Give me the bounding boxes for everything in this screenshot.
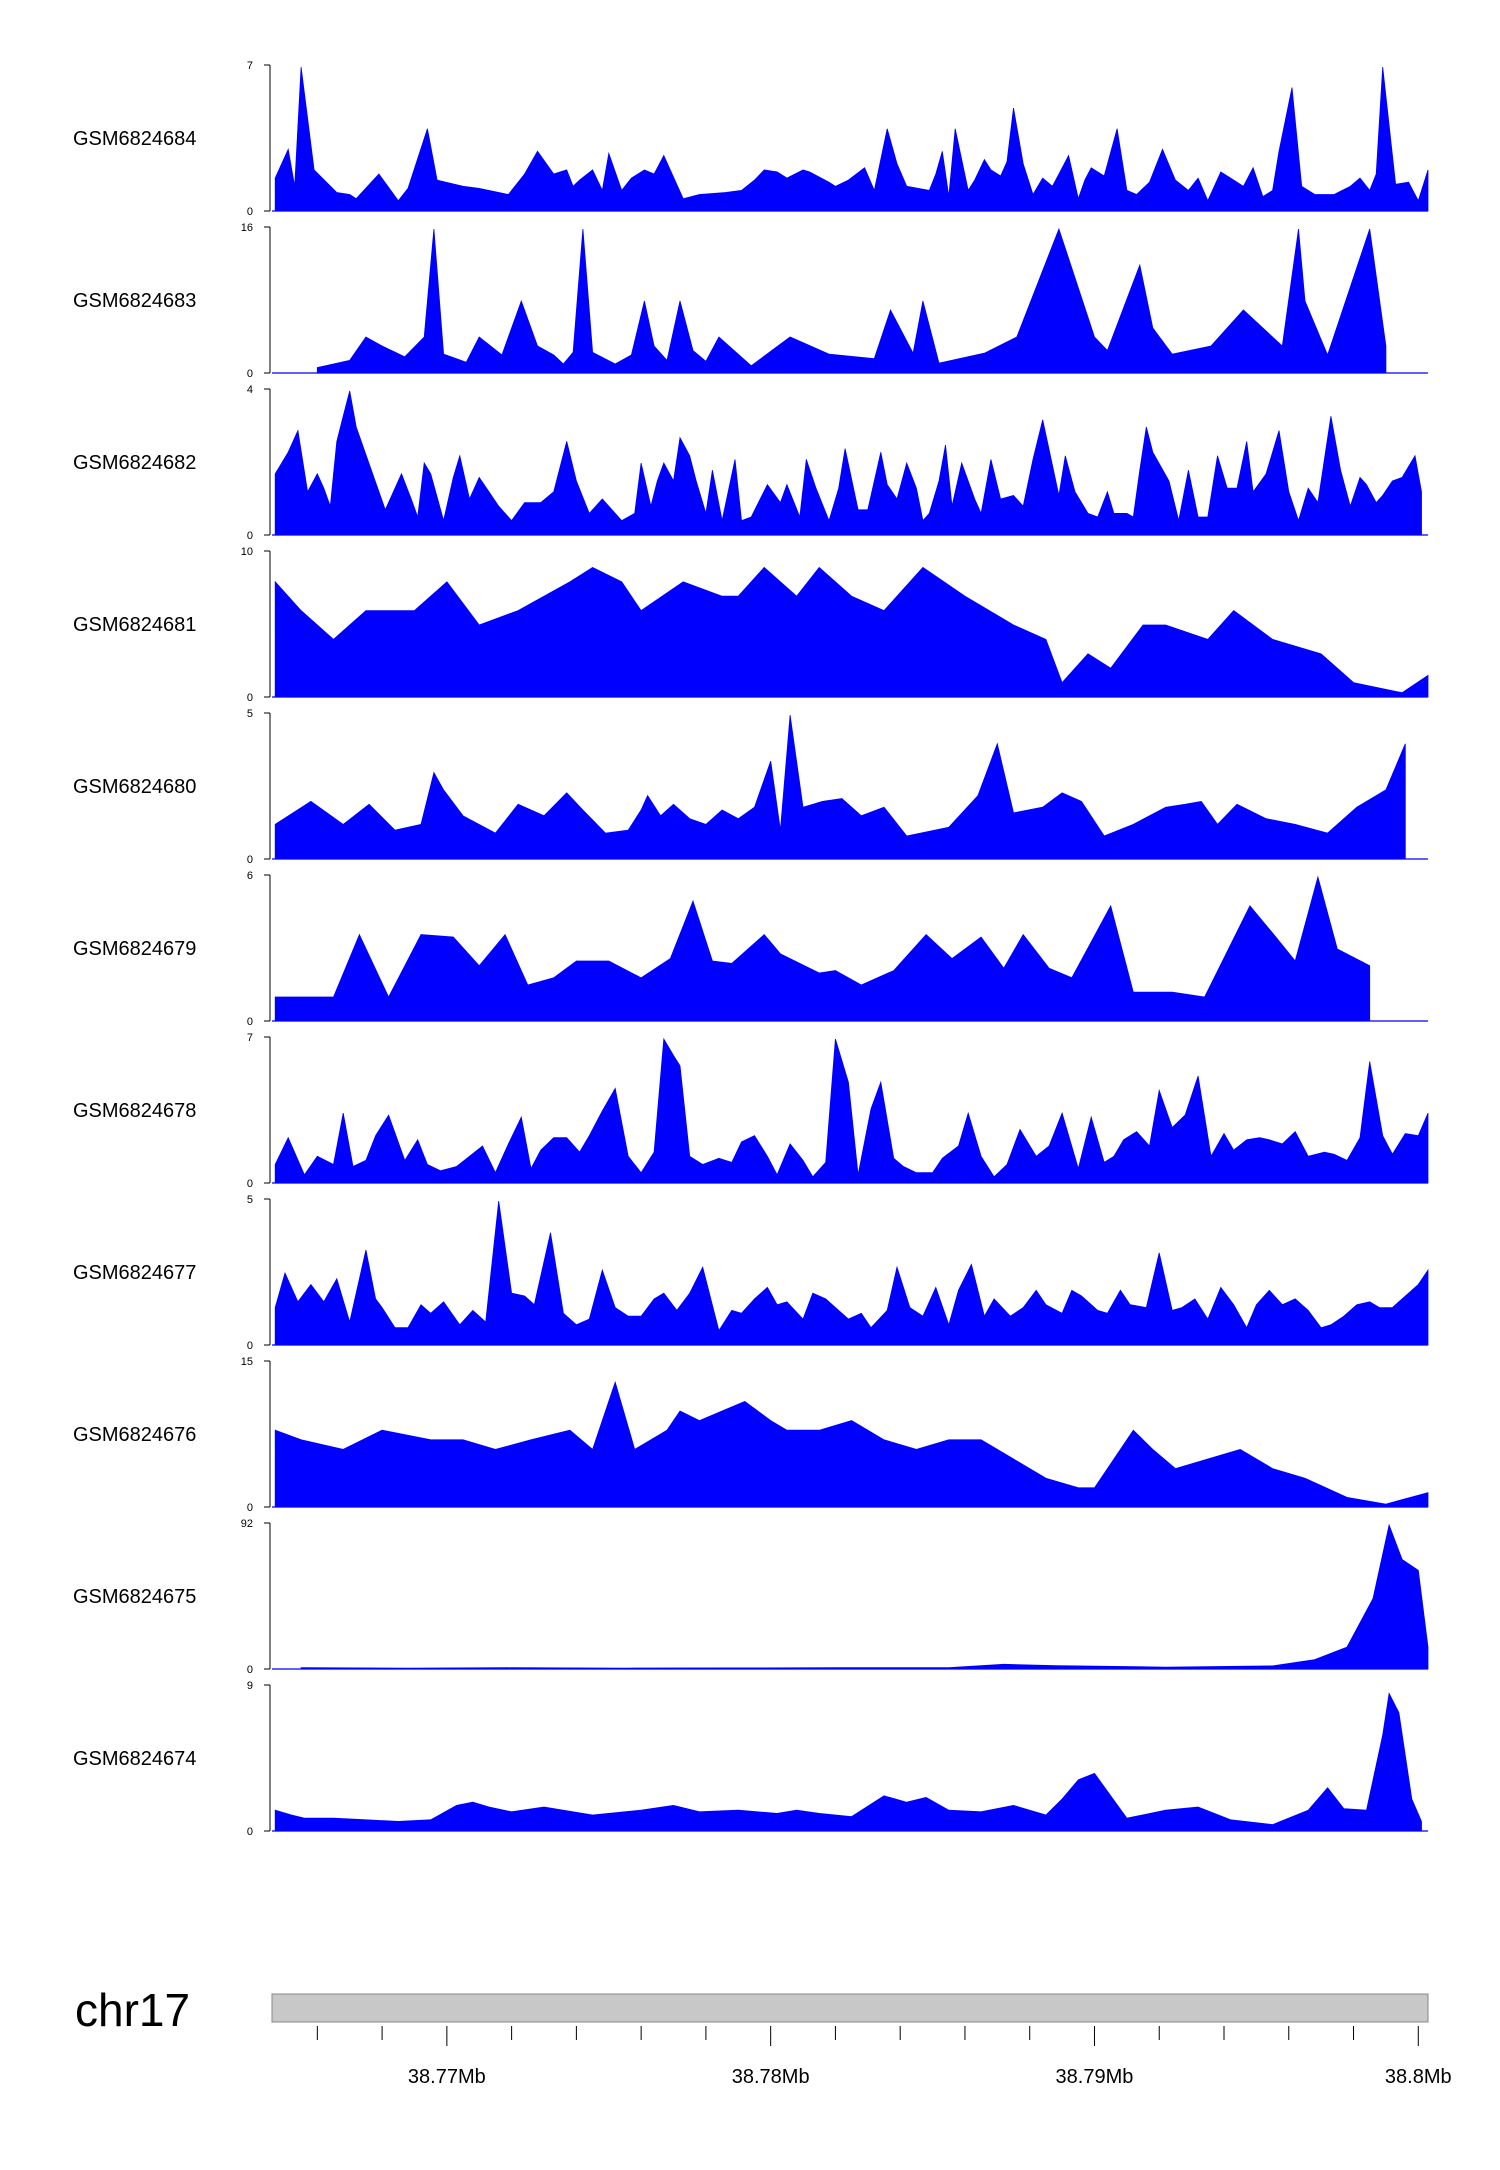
track-signal-area — [274, 66, 1429, 212]
track-label: GSM6824682 — [73, 452, 196, 474]
track-signal-area — [274, 1380, 1429, 1508]
track-scale-min: 0 — [247, 1826, 253, 1838]
x-tick-label: 38.8Mb — [1385, 2066, 1452, 2088]
track-scale-max: 15 — [241, 1356, 253, 1368]
track-label: GSM6824681 — [73, 614, 196, 636]
track-GSM6824674: GSM6824674 9 0 — [73, 1680, 1428, 1838]
track-GSM6824683: GSM6824683 16 0 — [73, 222, 1428, 380]
track-signal-area — [300, 1523, 1429, 1670]
track-label: GSM6824677 — [73, 1262, 196, 1284]
track-scale-max: 7 — [247, 60, 253, 72]
track-scale-max: 5 — [247, 708, 253, 720]
track-signal-area — [274, 1200, 1429, 1346]
track-scale-max: 6 — [247, 870, 253, 882]
track-GSM6824684: GSM6824684 7 0 — [73, 60, 1429, 218]
track-scale-min: 0 — [247, 530, 253, 542]
signal-tracks: GSM682468470GSM6824683160GSM682468240GSM… — [73, 60, 1429, 1838]
track-scale-min: 0 — [247, 206, 253, 218]
x-tick-label: 38.78Mb — [732, 2066, 810, 2088]
track-signal-area — [274, 714, 1406, 860]
chromosome-label: chr17 — [75, 1984, 190, 2036]
track-label: GSM6824680 — [73, 776, 196, 798]
track-signal-area — [274, 875, 1371, 1022]
track-scale-max: 4 — [247, 384, 253, 396]
x-axis: 38.77Mb 38.78Mb 38.79Mb 38.8Mb — [316, 2026, 1452, 2088]
track-signal-area — [316, 227, 1387, 374]
track-scale-max: 7 — [247, 1032, 253, 1044]
track-scale-max: 16 — [241, 222, 253, 234]
track-scale-min: 0 — [247, 854, 253, 866]
track-GSM6824676: GSM6824676 15 0 — [73, 1356, 1429, 1514]
track-scale-min: 0 — [247, 1016, 253, 1028]
track-scale-min: 0 — [247, 1664, 253, 1676]
track-scale-max: 92 — [241, 1518, 253, 1530]
track-GSM6824680: GSM6824680 5 0 — [73, 708, 1428, 866]
track-label: GSM6824679 — [73, 938, 196, 960]
track-label: GSM6824676 — [73, 1424, 196, 1446]
track-scale-max: 5 — [247, 1194, 253, 1206]
track-signal-area — [274, 566, 1429, 698]
track-GSM6824677: GSM6824677 5 0 — [73, 1194, 1429, 1352]
track-scale-min: 0 — [247, 1502, 253, 1514]
track-label: GSM6824675 — [73, 1586, 196, 1608]
track-scale-max: 9 — [247, 1680, 253, 1692]
x-tick-label: 38.79Mb — [1056, 2066, 1134, 2088]
chromosome-ideogram-bar — [271, 1993, 1429, 2023]
track-scale-max: 10 — [241, 546, 253, 558]
track-scale-min: 0 — [247, 368, 253, 380]
x-tick-label: 38.77Mb — [408, 2066, 486, 2088]
track-GSM6824675: GSM6824675 92 0 — [73, 1518, 1429, 1676]
track-GSM6824682: GSM6824682 4 0 — [73, 384, 1428, 542]
track-scale-min: 0 — [247, 1340, 253, 1352]
track-signal-area — [274, 1692, 1422, 1832]
ideogram-panel: chr17 38.77Mb 38.78Mb 38.79Mb 38.8Mb — [75, 1984, 1452, 2088]
track-label: GSM6824678 — [73, 1100, 196, 1122]
track-GSM6824678: GSM6824678 7 0 — [73, 1032, 1429, 1190]
track-signal-area — [274, 1037, 1429, 1184]
track-label: GSM6824674 — [73, 1748, 196, 1770]
track-signal-area — [274, 390, 1422, 536]
track-label: GSM6824684 — [73, 128, 196, 150]
track-scale-min: 0 — [247, 692, 253, 704]
track-label: GSM6824683 — [73, 290, 196, 312]
track-GSM6824679: GSM6824679 6 0 — [73, 870, 1428, 1028]
track-scale-min: 0 — [247, 1178, 253, 1190]
track-GSM6824681: GSM6824681 10 0 — [73, 546, 1429, 704]
